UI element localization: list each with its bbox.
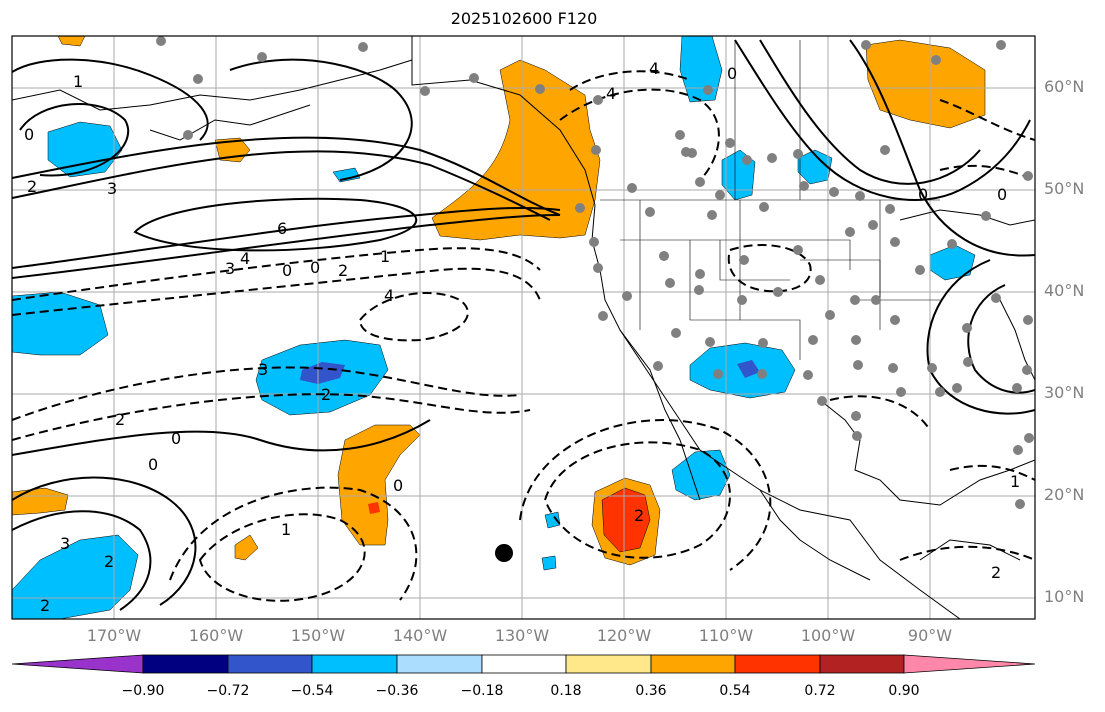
negative-anomaly-region [671, 449, 731, 501]
contour-label: 2 [40, 596, 50, 615]
contour-label: 3 [225, 259, 235, 278]
colorbar-tick-label: −0.36 [375, 683, 419, 699]
negative-anomaly-region [679, 36, 723, 103]
colorbar-tick-label: 0.54 [719, 683, 751, 699]
positive-anomaly-region [57, 36, 86, 47]
colorbar-segment [481, 654, 567, 674]
positive-anomaly-region [234, 534, 259, 561]
contour-label: 0 [148, 455, 158, 474]
lon-label: 130°W [494, 626, 550, 645]
positive-anomaly-region [12, 487, 69, 516]
contour-label: 4 [384, 286, 394, 305]
map-frame [11, 35, 1036, 620]
colorbar-segment [903, 654, 1036, 674]
negative-anomaly-region [929, 244, 976, 281]
contour-label: 0 [171, 429, 181, 448]
colorbar-segment [311, 654, 398, 674]
lon-label: 140°W [392, 626, 448, 645]
lat-label: 30°N [1044, 383, 1085, 402]
contour-label: 3 [60, 534, 70, 553]
lat-label: 10°N [1044, 587, 1085, 606]
contour-label: 2 [104, 552, 114, 571]
shaded-anomalies [12, 36, 986, 619]
contour-label: 2 [27, 177, 37, 196]
negative-anomaly-region [332, 167, 361, 183]
strong-positive-region [368, 502, 380, 514]
colorbar-tick-label: −0.90 [121, 683, 165, 699]
solid-contours [12, 39, 1035, 611]
colorbar-tick-label: 0.18 [550, 683, 582, 699]
contour-label: 2 [338, 261, 348, 280]
contour-label: 2 [991, 563, 1001, 582]
lon-label: 90°W [907, 626, 953, 645]
grid-lines [12, 36, 1035, 619]
negative-anomaly-region [12, 534, 139, 619]
positive-anomaly-region [337, 424, 421, 546]
colorbar-segment [819, 654, 905, 674]
contour-label: 3 [107, 179, 117, 198]
colorbar-segment [650, 654, 736, 674]
station-markers [156, 36, 1034, 509]
lon-label: 100°W [800, 626, 856, 645]
negative-anomaly-region [544, 511, 561, 529]
state-borders [600, 40, 940, 360]
colorbar-tick-label: −0.54 [290, 683, 334, 699]
contour-label: 3 [258, 360, 268, 379]
colorbar-tick-label: −0.72 [206, 683, 250, 699]
positive-anomaly-region [865, 39, 986, 129]
contour-label: 4 [606, 84, 616, 103]
contour-label: 6 [277, 219, 287, 238]
colorbar-segment [734, 654, 821, 674]
contour-label: 0 [918, 185, 928, 204]
contour-label: 0 [727, 64, 737, 83]
lon-label: 150°W [290, 626, 346, 645]
lon-label: 110°W [698, 626, 754, 645]
lat-label: 50°N [1044, 179, 1085, 198]
contour-labels: 1 0 2 3 6 4 3 4 0 0 2 1 4 3 2 2 0 0 1 2 … [24, 59, 1020, 615]
contour-label: 4 [240, 249, 250, 268]
contour-label: 1 [380, 247, 390, 266]
contour-label: 2 [321, 385, 331, 404]
contour-label: 4 [649, 59, 659, 78]
coastlines [12, 36, 1035, 619]
contour-label: 2 [115, 410, 125, 429]
strong-negative-region [300, 362, 345, 384]
contour-label: 1 [281, 520, 291, 539]
lat-label: 40°N [1044, 281, 1085, 300]
lon-label: 120°W [596, 626, 652, 645]
colorbar-tick-label: 0.72 [804, 683, 836, 699]
contour-label: 2 [634, 506, 644, 525]
colorbar-tick-label: 0.90 [888, 683, 920, 699]
contour-label: 0 [393, 476, 403, 495]
lat-label: 60°N [1044, 77, 1085, 96]
lat-label: 20°N [1044, 485, 1085, 504]
location-marker [495, 544, 513, 562]
colorbar-segment [11, 654, 144, 674]
strong-positive-region [601, 487, 651, 553]
colorbar-segment [142, 654, 229, 674]
positive-anomaly-region [431, 59, 601, 241]
colorbar-tick-label: −0.18 [460, 683, 504, 699]
negative-anomaly-region [541, 555, 557, 571]
lon-label: 160°W [188, 626, 244, 645]
negative-anomaly-region [12, 291, 109, 356]
colorbar-tick-label: 0.36 [635, 683, 667, 699]
colorbar-segment [396, 654, 483, 674]
contour-label: 0 [310, 258, 320, 277]
colorbar-segment [227, 654, 313, 674]
contour-label: 1 [1010, 472, 1020, 491]
contour-label: 0 [282, 261, 292, 280]
contour-label: 1 [73, 72, 83, 91]
map-title: 2025102600 F120 [450, 9, 598, 28]
lon-label: 170°W [86, 626, 142, 645]
colorbar [11, 654, 1036, 674]
colorbar-segment [565, 654, 652, 674]
contour-label: 0 [997, 185, 1007, 204]
contour-label: 0 [24, 125, 34, 144]
strong-negative-region [737, 360, 760, 378]
